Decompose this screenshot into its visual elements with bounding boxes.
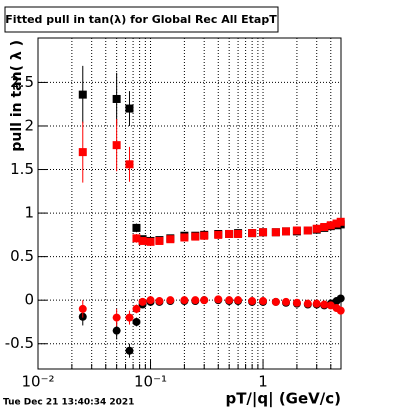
marker	[112, 94, 121, 103]
y-axis-label: pull in tan( λ )	[9, 40, 25, 152]
marker	[336, 306, 345, 315]
marker	[191, 296, 200, 305]
marker	[312, 299, 321, 308]
marker	[292, 298, 301, 307]
marker	[125, 313, 134, 322]
marker	[303, 299, 312, 308]
marker	[282, 227, 291, 236]
marker	[125, 160, 134, 169]
marker	[225, 296, 234, 305]
y-tick-label: -0.5	[5, 334, 34, 352]
marker	[78, 148, 87, 157]
marker	[225, 229, 234, 238]
marker	[78, 304, 87, 313]
marker	[282, 297, 291, 306]
marker	[166, 235, 175, 244]
marker	[112, 141, 121, 150]
marker	[234, 229, 243, 238]
y-tick-label: 2	[24, 116, 34, 134]
marker	[155, 297, 164, 306]
x-tick-label: 1	[258, 373, 268, 391]
marker	[303, 226, 312, 235]
marker	[78, 90, 87, 99]
marker	[320, 300, 329, 309]
marker	[155, 236, 164, 245]
marker	[200, 231, 209, 240]
x-tick-label: 10⁻²	[21, 373, 54, 391]
plot-frame	[37, 37, 342, 370]
marker	[259, 297, 268, 306]
marker	[138, 236, 147, 245]
marker	[312, 224, 321, 233]
marker	[332, 219, 341, 228]
marker	[125, 104, 134, 113]
marker	[191, 232, 200, 241]
title-box	[4, 6, 279, 33]
marker	[214, 295, 223, 304]
marker	[132, 304, 141, 313]
chart-title: Fitted pull in tan(λ) for Global Rec All…	[5, 13, 277, 26]
marker	[292, 226, 301, 235]
y-tick-label: 0	[24, 291, 34, 309]
marker	[180, 233, 189, 242]
marker	[259, 228, 268, 237]
marker	[234, 296, 243, 305]
marker	[180, 296, 189, 305]
marker	[138, 297, 147, 306]
marker	[132, 223, 141, 232]
marker	[248, 297, 257, 306]
marker	[132, 317, 141, 326]
x-tick-label: 10⁻¹	[134, 373, 167, 391]
y-tick-label: 1.5	[10, 160, 34, 178]
marker	[125, 346, 134, 355]
marker	[326, 221, 335, 230]
marker	[112, 313, 121, 322]
marker	[214, 230, 223, 239]
y-tick-label: 1	[24, 204, 34, 222]
marker	[271, 228, 280, 237]
footer: Tue Dec 21 13:40:34 2021	[3, 398, 134, 408]
y-tick-label: 2.5	[10, 73, 34, 91]
marker	[320, 223, 329, 232]
marker	[336, 294, 345, 303]
x-axis-label: pT/|q| (GeV/c)	[225, 390, 341, 409]
marker	[166, 296, 175, 305]
marker	[248, 229, 257, 238]
marker	[271, 297, 280, 306]
marker	[146, 296, 155, 305]
marker	[132, 234, 141, 243]
marker	[336, 217, 345, 226]
y-tick-label: 0.5	[10, 247, 34, 265]
marker	[200, 296, 209, 305]
marker	[146, 237, 155, 246]
marker	[112, 326, 121, 335]
